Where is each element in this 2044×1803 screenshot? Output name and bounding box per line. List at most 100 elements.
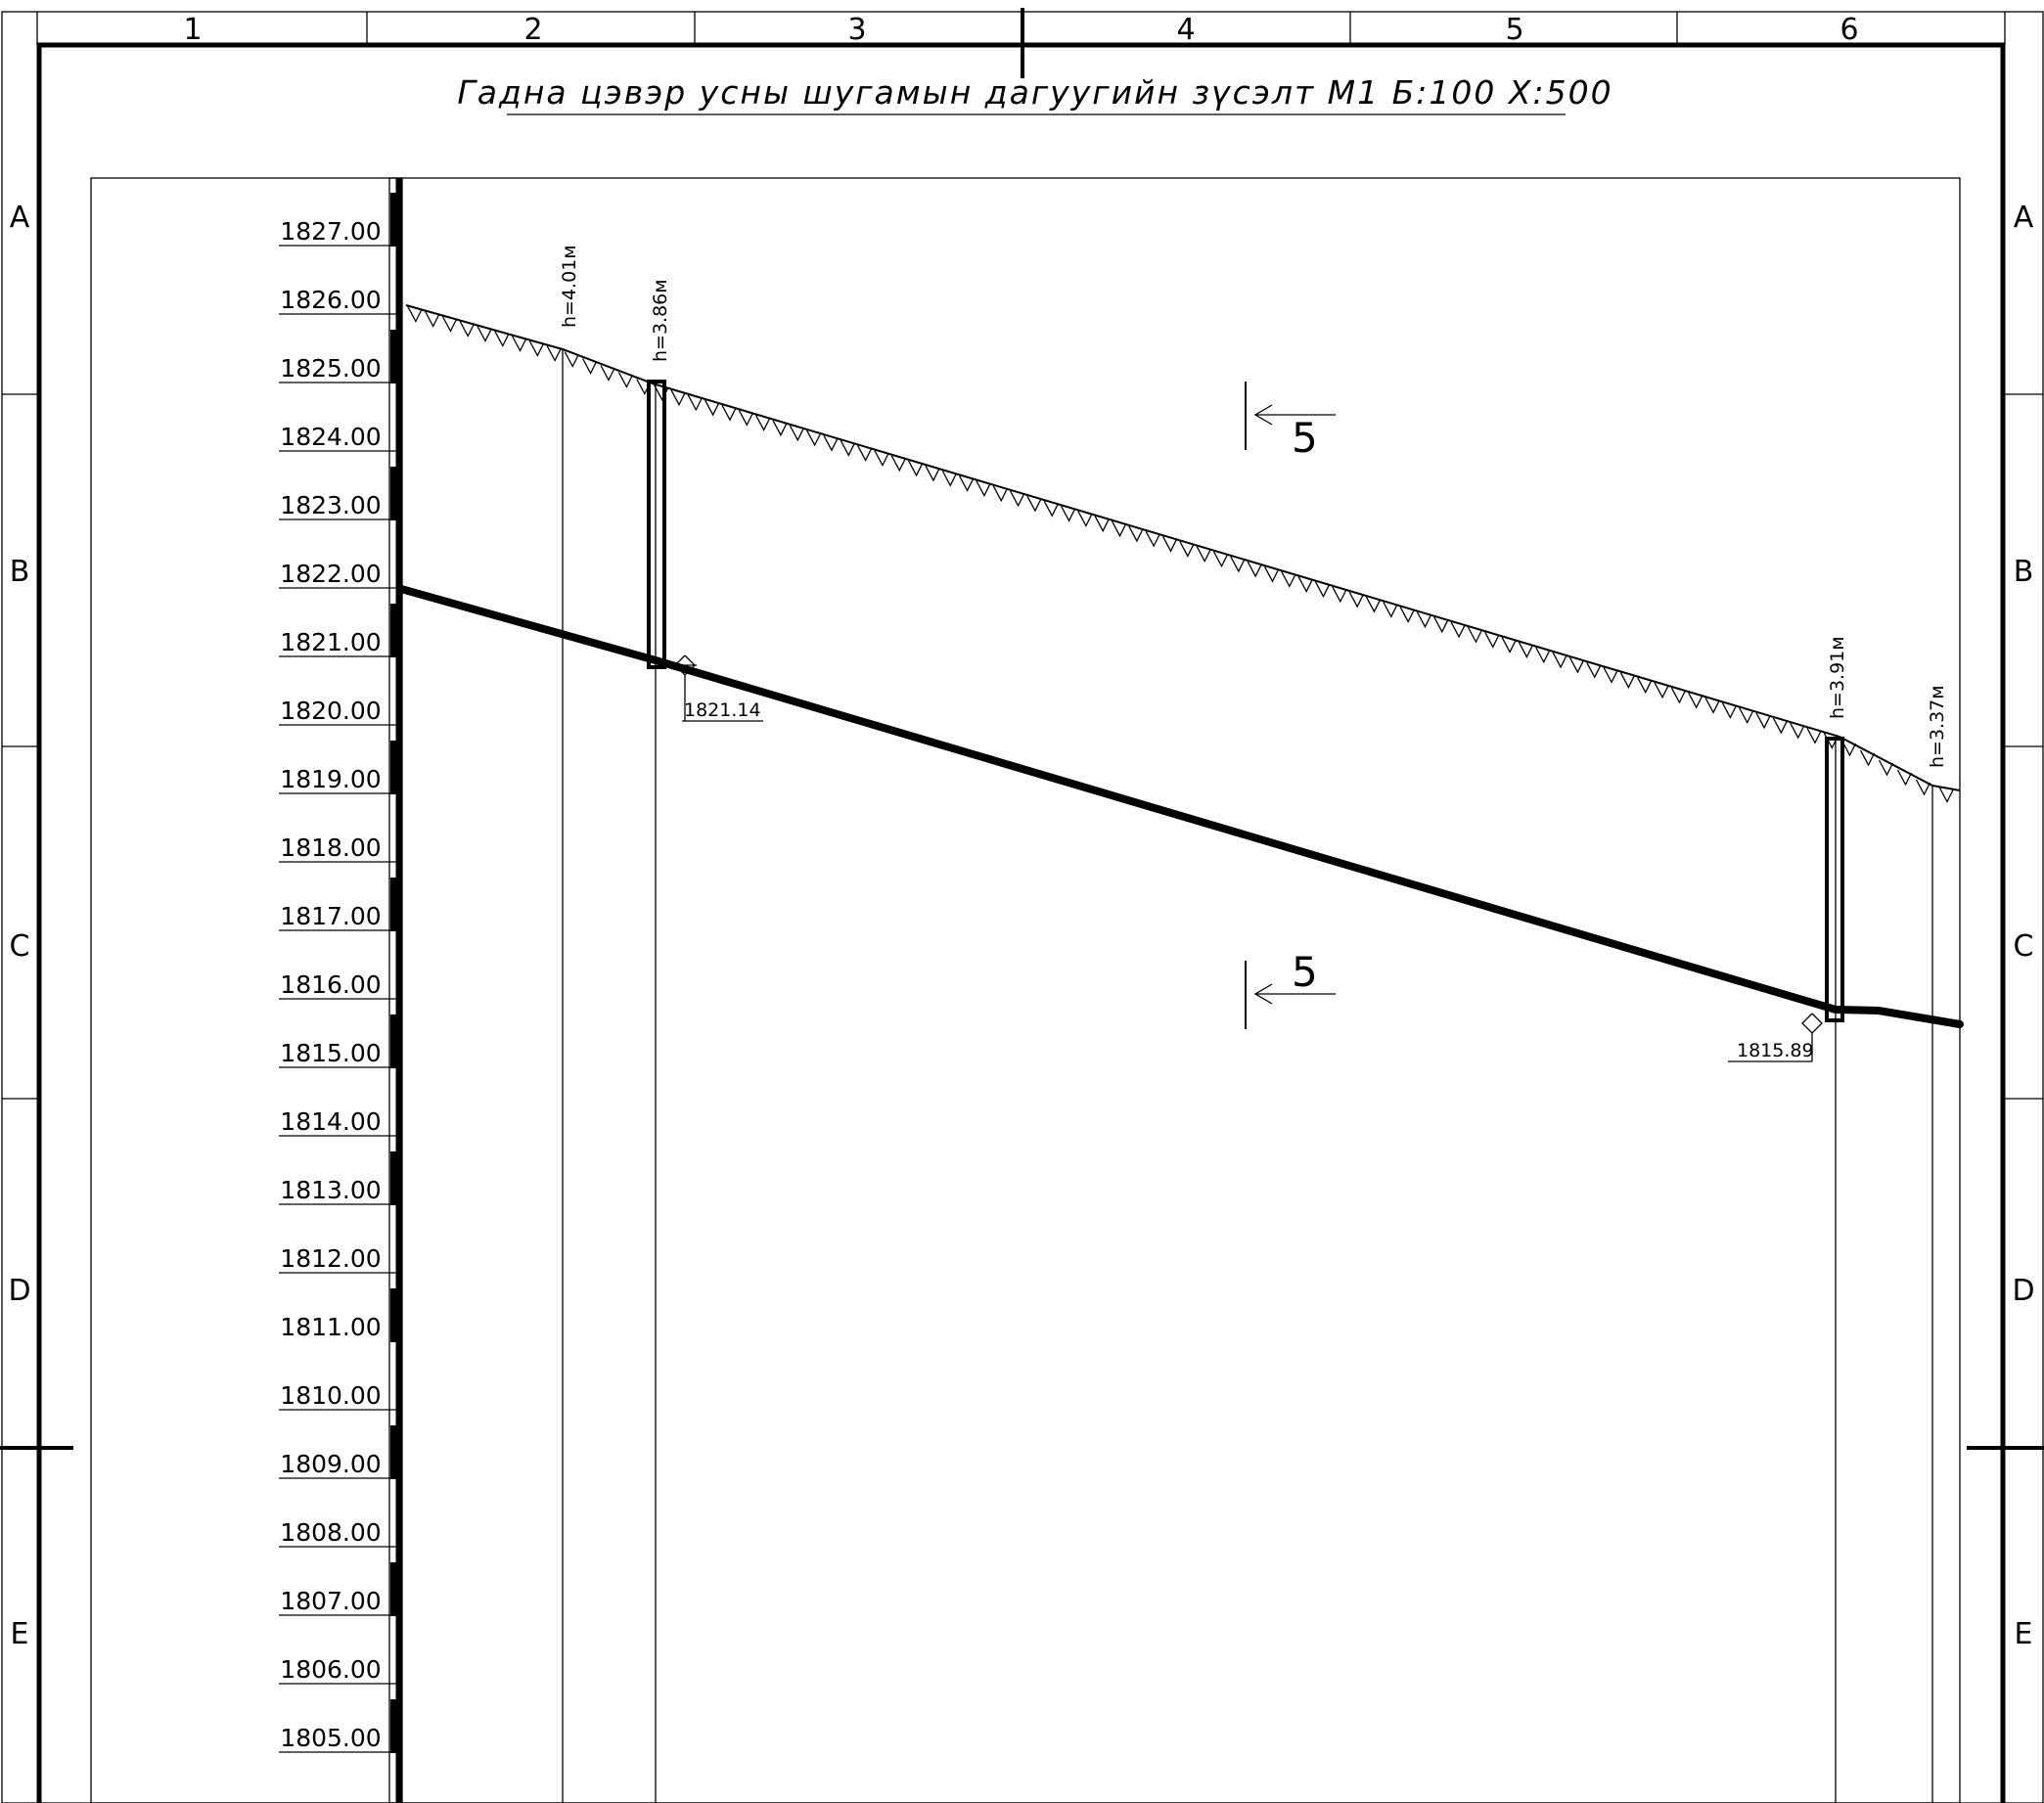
hatch-mark [1348, 591, 1364, 609]
depth-label: h=4.01м [559, 245, 580, 328]
hatch-mark [459, 321, 475, 338]
hatch-mark [582, 358, 598, 375]
row-zone-band-right: A B C D E [1967, 201, 2044, 1651]
title-text: Гадна цэвэр усны шугамын дагуугийн зүсэл… [457, 73, 1612, 112]
column-label: 5 [1505, 13, 1523, 47]
hatch-mark [1365, 596, 1382, 613]
elevation-label: 1807.00 [280, 1587, 381, 1615]
hatch-mark [857, 445, 873, 462]
scale-bar [390, 1562, 396, 1616]
hatch-mark [1263, 565, 1280, 583]
elevation-label: 1827.00 [280, 217, 381, 246]
hatch-mark [528, 340, 544, 357]
hatch-mark [1043, 500, 1059, 518]
elevation-label: 1812.00 [280, 1244, 381, 1273]
hatch-mark [874, 450, 889, 468]
elevation-label: 1809.00 [280, 1450, 381, 1478]
invert-mark-2: 1815.89 [1728, 1013, 1823, 1062]
elevation-label: 1810.00 [280, 1381, 381, 1410]
hatch-mark [1060, 506, 1076, 522]
scale-alternating-bars [390, 193, 396, 1753]
hatch-mark [908, 460, 924, 477]
depth-labels: h=4.01м h=3.86м h=3.91м h=3.37м [559, 245, 1948, 768]
hatch-mark [806, 429, 822, 447]
hatch-mark [755, 415, 771, 431]
elevation-label: 1817.00 [280, 902, 381, 930]
hatch-mark [670, 389, 686, 407]
hatch-mark [1281, 571, 1296, 588]
scale-bar [390, 604, 396, 657]
profile-frame [90, 177, 1961, 1803]
hatch-mark [1467, 626, 1483, 644]
hatch-mark [772, 420, 788, 437]
hatch-mark [1161, 535, 1178, 553]
elevation-labels: 1827.00 1826.00 1825.00 1824.00 1823.00 1822.… [279, 217, 396, 1753]
hatch-mark [1938, 787, 1954, 803]
row-label: D [8, 1274, 30, 1308]
hatch-mark [564, 351, 579, 368]
station-lines [562, 349, 1933, 1803]
hatch-mark [617, 372, 633, 388]
elevation-label: 1822.00 [280, 560, 381, 588]
scale-bar [390, 1699, 396, 1753]
scale-bar [390, 1288, 396, 1342]
hatch-mark [976, 480, 991, 497]
hatch-mark [1586, 661, 1602, 679]
hatch-mark [441, 316, 458, 333]
hatch-mark [1790, 722, 1805, 740]
row-zone-band-left: A B C D E [0, 201, 73, 1651]
elevation-label: 1818.00 [280, 834, 381, 862]
hatch-mark [925, 465, 940, 482]
ground-hatching [407, 306, 1954, 803]
hatch-mark [1772, 717, 1788, 735]
hatch-mark [1688, 692, 1703, 709]
hatch-mark [789, 425, 804, 442]
hatch-mark [1535, 647, 1551, 664]
elevation-label: 1823.00 [280, 491, 381, 519]
drawing-title: Гадна цэвэр усны шугамын дагуугийн зүсэл… [457, 73, 1612, 115]
hatch-mark [1670, 687, 1686, 704]
scale-bar [390, 1014, 396, 1068]
row-label: B [2014, 555, 2034, 589]
hatch-mark [1704, 698, 1720, 714]
column-label: 3 [847, 13, 866, 47]
pipe-profile-line [397, 585, 1964, 1028]
hatch-mark [1568, 656, 1584, 674]
column-label: 1 [183, 13, 202, 47]
hatch-mark [1433, 616, 1449, 634]
section-marker-bottom: 5 [1245, 948, 1336, 1029]
hatch-mark [1111, 520, 1127, 538]
row-label: E [11, 1617, 29, 1651]
scale-bar [390, 1151, 396, 1205]
elevation-label: 1826.00 [280, 286, 381, 314]
hatch-mark [823, 434, 839, 452]
depth-label: h=3.91м [1827, 636, 1848, 719]
elevation-label: 1820.00 [280, 697, 381, 725]
elevation-scale: 1827.00 1826.00 1825.00 1824.00 1823.00 1822.… [279, 177, 403, 1803]
scale-bar [390, 330, 396, 383]
row-label: C [2014, 929, 2034, 964]
column-label: 2 [523, 13, 542, 47]
hatch-mark [721, 404, 737, 422]
hatch-mark [1518, 642, 1534, 659]
hatch-mark [1501, 637, 1517, 654]
hatch-mark [1230, 556, 1246, 573]
hatch-mark [1416, 611, 1432, 629]
elevation-label: 1806.00 [280, 1655, 381, 1684]
elevation-label: 1821.00 [280, 628, 381, 656]
hatch-mark [1399, 607, 1415, 623]
row-label: A [2014, 201, 2034, 235]
elevation-label: 1816.00 [280, 970, 381, 999]
invert-label: 1815.89 [1737, 1040, 1814, 1061]
hatch-mark [1721, 702, 1737, 719]
hatch-mark [1637, 677, 1653, 695]
hatch-mark [1552, 652, 1567, 669]
hatch-mark [600, 365, 615, 382]
depth-label: h=3.37м [1927, 685, 1948, 768]
hatch-mark [1247, 561, 1262, 578]
hatch-mark [1077, 511, 1093, 527]
elevation-label: 1819.00 [280, 765, 381, 793]
elevation-label: 1811.00 [280, 1313, 381, 1341]
hatch-mark [1619, 672, 1635, 689]
